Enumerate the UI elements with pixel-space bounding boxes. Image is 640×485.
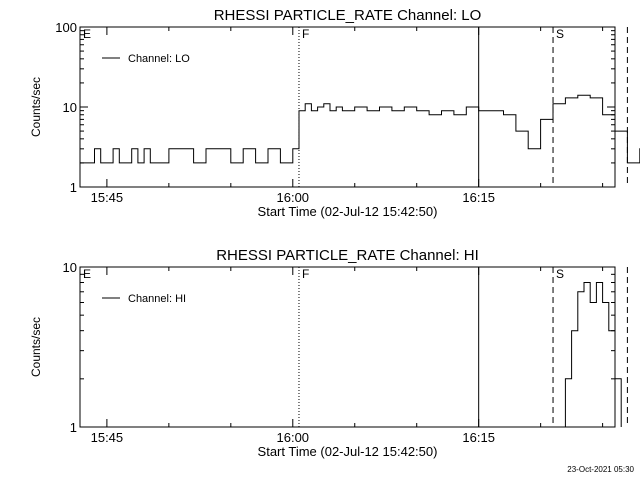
- y-axis-label: Counts/sec: [29, 77, 43, 137]
- chart-panel-1: RHESSI PARTICLE_RATE Channel: LO Counts/s…: [29, 7, 640, 219]
- chart-panel-2: RHESSI PARTICLE_RATE Channel: HI Counts/s…: [29, 247, 628, 459]
- x-tick-label: 16:00: [277, 190, 310, 205]
- y-tick-label: 1: [70, 420, 77, 435]
- series-line: [80, 94, 640, 164]
- y-tick-label: 10: [63, 100, 77, 115]
- event-marker-label: F: [302, 27, 309, 41]
- x-tick-label: 16:00: [277, 430, 310, 445]
- series-line: [559, 282, 622, 428]
- legend-entry: Channel: HI: [128, 293, 186, 305]
- y-axis-label: Counts/sec: [29, 317, 43, 377]
- chart-title: RHESSI PARTICLE_RATE Channel: HI: [216, 247, 479, 264]
- event-marker-label: E: [83, 27, 91, 41]
- footer-timestamp: 23-Oct-2021 05:30: [567, 465, 634, 474]
- x-tick-label: 16:15: [462, 430, 495, 445]
- y-tick-label: 100: [55, 20, 77, 35]
- x-axis-label: Start Time (02-Jul-12 15:42:50): [258, 444, 438, 459]
- x-axis-label: Start Time (02-Jul-12 15:42:50): [258, 204, 438, 219]
- legend-entry: Channel: LO: [128, 53, 190, 65]
- y-tick-label: 1: [70, 180, 77, 195]
- plot-frame: [79, 266, 616, 428]
- x-tick-label: 15:45: [91, 430, 124, 445]
- x-tick-label: 16:15: [462, 190, 495, 205]
- y-tick-label: 10: [63, 260, 77, 275]
- x-tick-label: 15:45: [91, 190, 124, 205]
- event-marker-label: E: [83, 267, 91, 281]
- event-marker-label: S: [556, 27, 564, 41]
- chart-title: RHESSI PARTICLE_RATE Channel: LO: [214, 7, 482, 24]
- event-marker-label: S: [556, 267, 564, 281]
- event-marker-label: F: [302, 267, 309, 281]
